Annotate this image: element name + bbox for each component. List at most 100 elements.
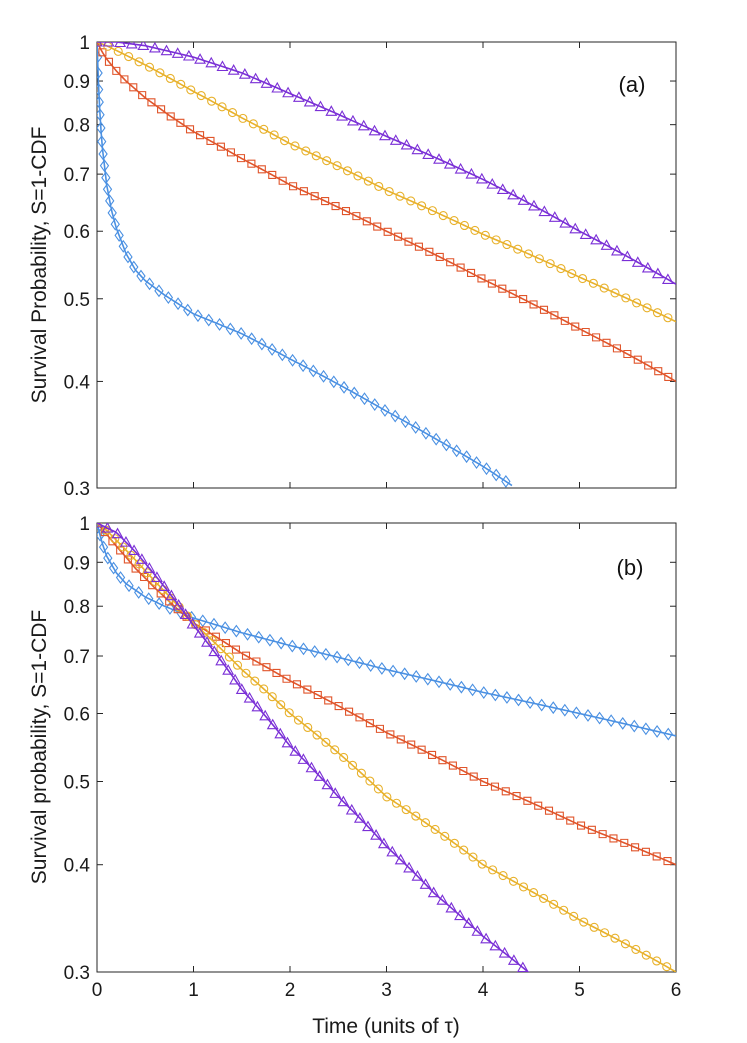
- y-tick-label: 0.7: [64, 165, 90, 186]
- data-point-yellow: [321, 737, 331, 747]
- panel-b-yticks: 0.3 0.4 0.5 0.6 0.7 0.8 0.9 1: [64, 514, 676, 984]
- data-point-blue: [411, 421, 421, 434]
- data-point-red: [587, 825, 596, 834]
- series-line-yellow: [97, 523, 676, 972]
- data-point-purple: [227, 64, 240, 75]
- series-line-yellow: [97, 42, 676, 323]
- data-point-blue: [198, 614, 208, 628]
- data-point-red: [341, 206, 351, 216]
- data-point-yellow: [641, 950, 651, 960]
- data-point-yellow: [144, 62, 155, 72]
- data-point-red: [602, 338, 611, 347]
- data-point-blue: [134, 585, 144, 599]
- data-point-purple: [386, 845, 399, 857]
- data-point-purple: [475, 172, 488, 184]
- data-point-blue: [583, 708, 593, 722]
- x-tick-label: 0: [92, 980, 103, 1001]
- data-point-blue: [276, 636, 286, 650]
- data-point-red: [211, 632, 220, 641]
- data-point-yellow: [259, 124, 269, 134]
- data-point-blue: [308, 364, 319, 378]
- data-point-blue: [214, 318, 225, 331]
- data-point-red: [512, 792, 521, 801]
- data-point-yellow: [508, 876, 519, 886]
- data-point-blue: [479, 686, 489, 699]
- data-point-red: [268, 170, 277, 180]
- data-point-yellow: [449, 838, 459, 848]
- data-point-yellow: [569, 911, 579, 921]
- data-point-blue: [236, 327, 246, 340]
- data-point-blue: [423, 672, 433, 686]
- data-point-blue: [144, 277, 155, 291]
- data-point-blue: [225, 322, 236, 336]
- data-point-yellow: [498, 870, 508, 881]
- data-point-blue: [641, 722, 651, 736]
- data-point-yellow: [610, 288, 620, 298]
- data-point-purple: [443, 157, 456, 169]
- data-point-red: [425, 247, 434, 256]
- data-point-red: [116, 546, 125, 555]
- data-point-red: [469, 772, 478, 781]
- data-point-purple: [631, 256, 644, 267]
- data-point-red: [480, 777, 489, 787]
- data-point-purple: [579, 228, 592, 239]
- data-point-red: [448, 761, 457, 770]
- data-point-red: [417, 745, 426, 754]
- data-point-red: [576, 821, 586, 830]
- data-point-red: [598, 830, 607, 839]
- data-point-purple: [281, 736, 294, 748]
- series-line-blue: [97, 42, 513, 487]
- data-point-blue: [652, 724, 662, 738]
- data-point-purple: [496, 183, 509, 194]
- data-point-purple: [611, 244, 623, 256]
- x-tick-label: 2: [285, 980, 296, 1001]
- data-point-purple: [465, 167, 478, 179]
- data-point-blue: [257, 337, 267, 351]
- data-point-purple: [337, 795, 350, 807]
- data-point-purple: [471, 925, 484, 936]
- data-point-blue: [399, 667, 410, 681]
- data-point-red: [303, 685, 312, 694]
- data-point-blue: [606, 714, 616, 728]
- data-point-red: [394, 232, 403, 241]
- data-point-yellow: [459, 220, 470, 231]
- data-point-purple: [454, 162, 467, 174]
- series-blue: [97, 523, 676, 741]
- data-point-yellow: [438, 211, 448, 221]
- data-point-red: [206, 136, 215, 145]
- data-point-yellow: [632, 298, 642, 308]
- data-point-yellow: [176, 79, 186, 89]
- data-point-red: [299, 187, 308, 196]
- data-point-red: [581, 327, 590, 337]
- data-point-blue: [318, 369, 329, 383]
- data-point-red: [498, 284, 507, 293]
- data-point-yellow: [216, 644, 226, 654]
- data-point-blue: [380, 403, 390, 417]
- data-point-blue: [321, 647, 331, 661]
- data-point-purple: [394, 853, 407, 865]
- data-point-red: [362, 217, 371, 226]
- data-point-yellow: [427, 206, 437, 216]
- data-point-purple: [271, 81, 284, 93]
- data-point-red: [477, 274, 486, 283]
- data-point-yellow: [459, 845, 469, 855]
- x-tick-label: 5: [574, 980, 585, 1001]
- data-point-blue: [173, 297, 183, 311]
- data-point-yellow: [589, 922, 599, 932]
- data-point-yellow: [365, 776, 375, 786]
- data-point-yellow: [363, 176, 373, 186]
- series-purple: [97, 523, 530, 972]
- data-point-purple: [362, 820, 374, 832]
- data-point-blue: [209, 617, 219, 631]
- data-point-blue: [101, 171, 111, 185]
- data-point-blue: [298, 359, 308, 373]
- data-point-purple: [661, 273, 674, 285]
- data-point-yellow: [293, 715, 304, 725]
- data-point-red: [355, 713, 364, 722]
- data-point-red: [404, 237, 413, 246]
- data-point-yellow: [113, 46, 123, 56]
- data-point-red: [226, 148, 235, 157]
- data-point-purple: [411, 870, 424, 881]
- data-point-blue: [99, 159, 110, 173]
- data-point-red: [383, 227, 392, 236]
